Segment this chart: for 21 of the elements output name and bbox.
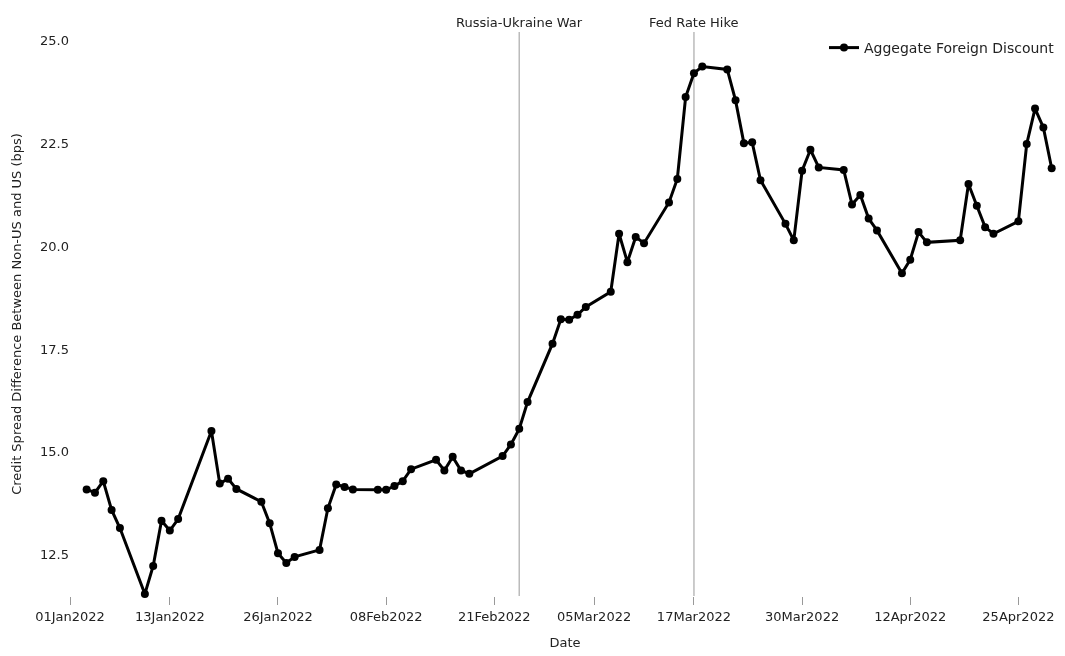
legend-label: Aggegate Foreign Discount (864, 40, 1055, 57)
x-tick-label: 12Apr2022 (874, 608, 947, 624)
x-tick-label: 21Feb2022 (457, 608, 531, 624)
x-tick-label: 30Mar2022 (765, 608, 840, 624)
y-tick-label: 12.5 (40, 547, 69, 563)
y-tick-label: 15.0 (40, 444, 69, 460)
ref-line-label: Russia-Ukraine War (456, 15, 583, 30)
x-tick-label: 08Feb2022 (349, 608, 423, 624)
y-axis-title: Credit Spread Difference Between Non-US and US (bps) (9, 133, 24, 495)
x-tick-label: 01Jan2022 (35, 608, 105, 624)
y-tick-label: 17.5 (40, 341, 69, 357)
x-tick-label: 25Apr2022 (982, 608, 1055, 624)
y-tick-label: 25.0 (40, 32, 69, 48)
x-tick-label: 13Jan2022 (134, 608, 205, 624)
x-tick-label: 26Jan2022 (243, 608, 313, 624)
x-tick-label: 17Mar2022 (656, 608, 732, 624)
ref-line-label: Fed Rate Hike (649, 15, 739, 30)
y-tick-label: 20.0 (40, 238, 69, 254)
x-tick-label: 05Mar2022 (557, 608, 632, 624)
x-axis-title: Date (549, 635, 581, 651)
y-tick-label: 22.5 (40, 135, 69, 151)
